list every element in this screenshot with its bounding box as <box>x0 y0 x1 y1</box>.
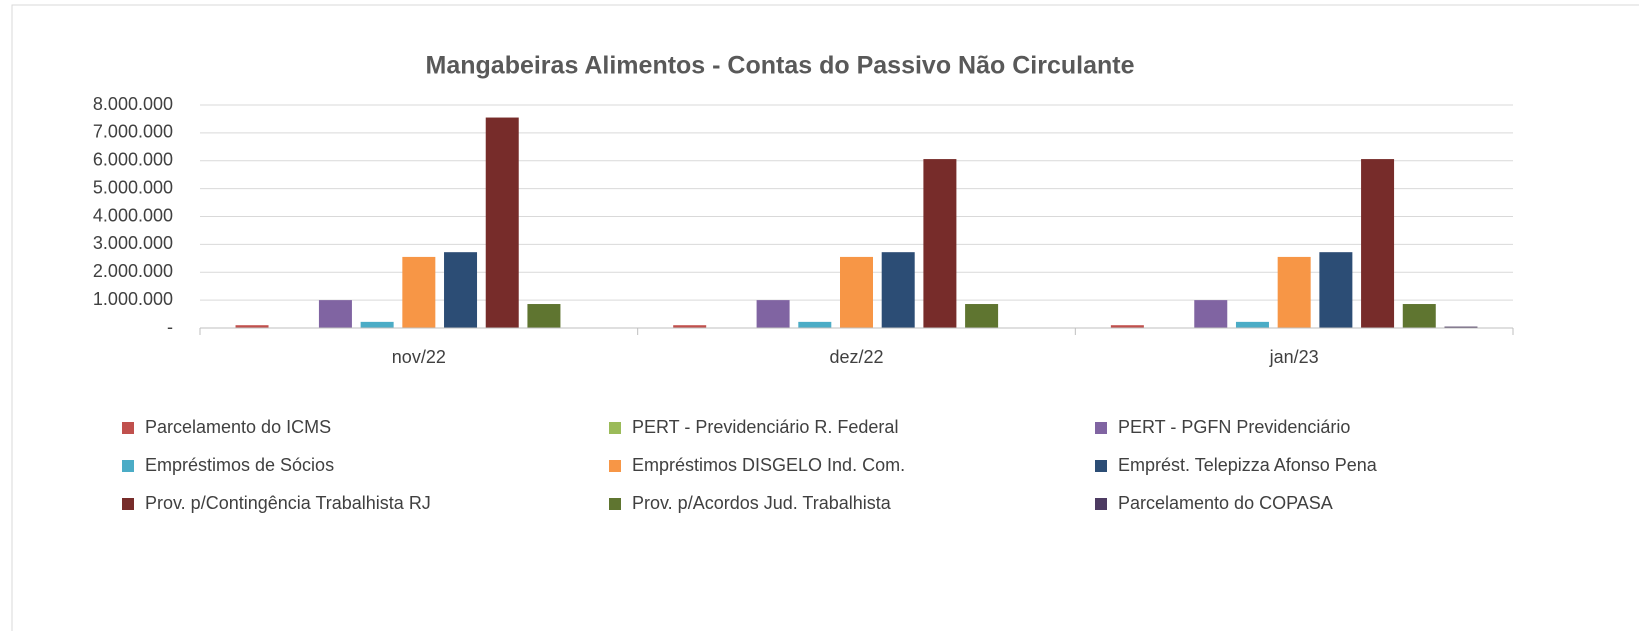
legend-label: Prov. p/Acordos Jud. Trabalhista <box>632 493 892 513</box>
bar <box>1277 256 1311 328</box>
y-tick-label: 8.000.000 <box>93 94 173 114</box>
bar <box>798 321 832 328</box>
chart-title: Mangabeiras Alimentos - Contas do Passiv… <box>426 52 1135 80</box>
bar <box>1361 159 1395 328</box>
bar <box>444 252 478 328</box>
legend-label: Prov. p/Contingência Trabalhista RJ <box>145 493 431 513</box>
y-tick-label: 5.000.000 <box>93 177 173 197</box>
bar <box>881 252 915 328</box>
y-tick-label: 2.000.000 <box>93 261 173 281</box>
legend-swatch <box>609 498 621 510</box>
bar <box>360 321 394 328</box>
bar <box>1194 300 1228 328</box>
legend-swatch <box>1095 422 1107 434</box>
x-tick-label: jan/23 <box>1269 347 1319 367</box>
legend-swatch <box>122 498 134 510</box>
bar <box>235 325 269 328</box>
legend-swatch <box>122 460 134 472</box>
legend-label: PERT - PGFN Previdenciário <box>1118 417 1350 437</box>
legend-label: Emprést. Telepizza Afonso Pena <box>1118 455 1378 475</box>
y-tick-label: 7.000.000 <box>93 122 173 142</box>
bar <box>1235 321 1269 328</box>
bar <box>673 325 707 328</box>
y-tick-label: 3.000.000 <box>93 233 173 253</box>
bar <box>402 256 436 328</box>
legend-label: PERT - Previdenciário R. Federal <box>632 417 898 437</box>
legend-label: Empréstimos de Sócios <box>145 455 334 475</box>
legend-swatch <box>1095 460 1107 472</box>
legend-swatch <box>609 460 621 472</box>
legend-label: Empréstimos DISGELO Ind. Com. <box>632 455 905 475</box>
bar <box>1319 252 1353 328</box>
legend-swatch <box>609 422 621 434</box>
bar <box>1110 325 1144 328</box>
y-tick-label: 1.000.000 <box>93 289 173 309</box>
bar <box>485 117 519 328</box>
bar <box>756 300 790 328</box>
bar <box>1444 326 1478 328</box>
x-tick-label: nov/22 <box>392 347 446 367</box>
bar <box>1402 304 1436 328</box>
legend-swatch <box>1095 498 1107 510</box>
x-tick-label: dez/22 <box>829 347 883 367</box>
chart-frame <box>11 4 1639 631</box>
bar <box>318 300 352 328</box>
y-tick-label: 4.000.000 <box>93 205 173 225</box>
y-tick-label: - <box>167 317 173 337</box>
bar <box>840 256 873 328</box>
y-tick-label: 6.000.000 <box>93 150 173 170</box>
bar <box>965 304 999 328</box>
legend-label: Parcelamento do ICMS <box>145 417 331 437</box>
legend-label: Parcelamento do COPASA <box>1118 493 1333 513</box>
legend-swatch <box>122 422 134 434</box>
bar <box>527 304 561 328</box>
bar <box>923 159 957 328</box>
